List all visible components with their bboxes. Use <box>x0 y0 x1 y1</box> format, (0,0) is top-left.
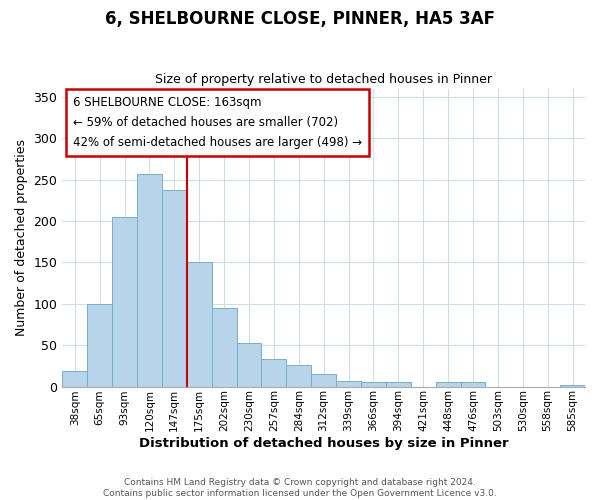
X-axis label: Distribution of detached houses by size in Pinner: Distribution of detached houses by size … <box>139 437 508 450</box>
Bar <box>212 308 236 386</box>
Bar <box>461 382 485 386</box>
Text: 6 SHELBOURNE CLOSE: 163sqm
← 59% of detached houses are smaller (702)
42% of sem: 6 SHELBOURNE CLOSE: 163sqm ← 59% of deta… <box>73 96 362 149</box>
Bar <box>137 174 162 386</box>
Bar <box>162 190 187 386</box>
Bar <box>560 385 585 386</box>
Bar <box>361 382 386 386</box>
Bar <box>286 365 311 386</box>
Bar <box>187 262 212 386</box>
Bar <box>236 342 262 386</box>
Title: Size of property relative to detached houses in Pinner: Size of property relative to detached ho… <box>155 73 492 86</box>
Bar <box>62 371 87 386</box>
Text: Contains HM Land Registry data © Crown copyright and database right 2024.
Contai: Contains HM Land Registry data © Crown c… <box>103 478 497 498</box>
Bar <box>336 380 361 386</box>
Y-axis label: Number of detached properties: Number of detached properties <box>15 139 28 336</box>
Text: 6, SHELBOURNE CLOSE, PINNER, HA5 3AF: 6, SHELBOURNE CLOSE, PINNER, HA5 3AF <box>105 10 495 28</box>
Bar <box>262 359 286 386</box>
Bar <box>436 382 461 386</box>
Bar <box>87 304 112 386</box>
Bar <box>386 382 411 386</box>
Bar <box>311 374 336 386</box>
Bar <box>112 217 137 386</box>
